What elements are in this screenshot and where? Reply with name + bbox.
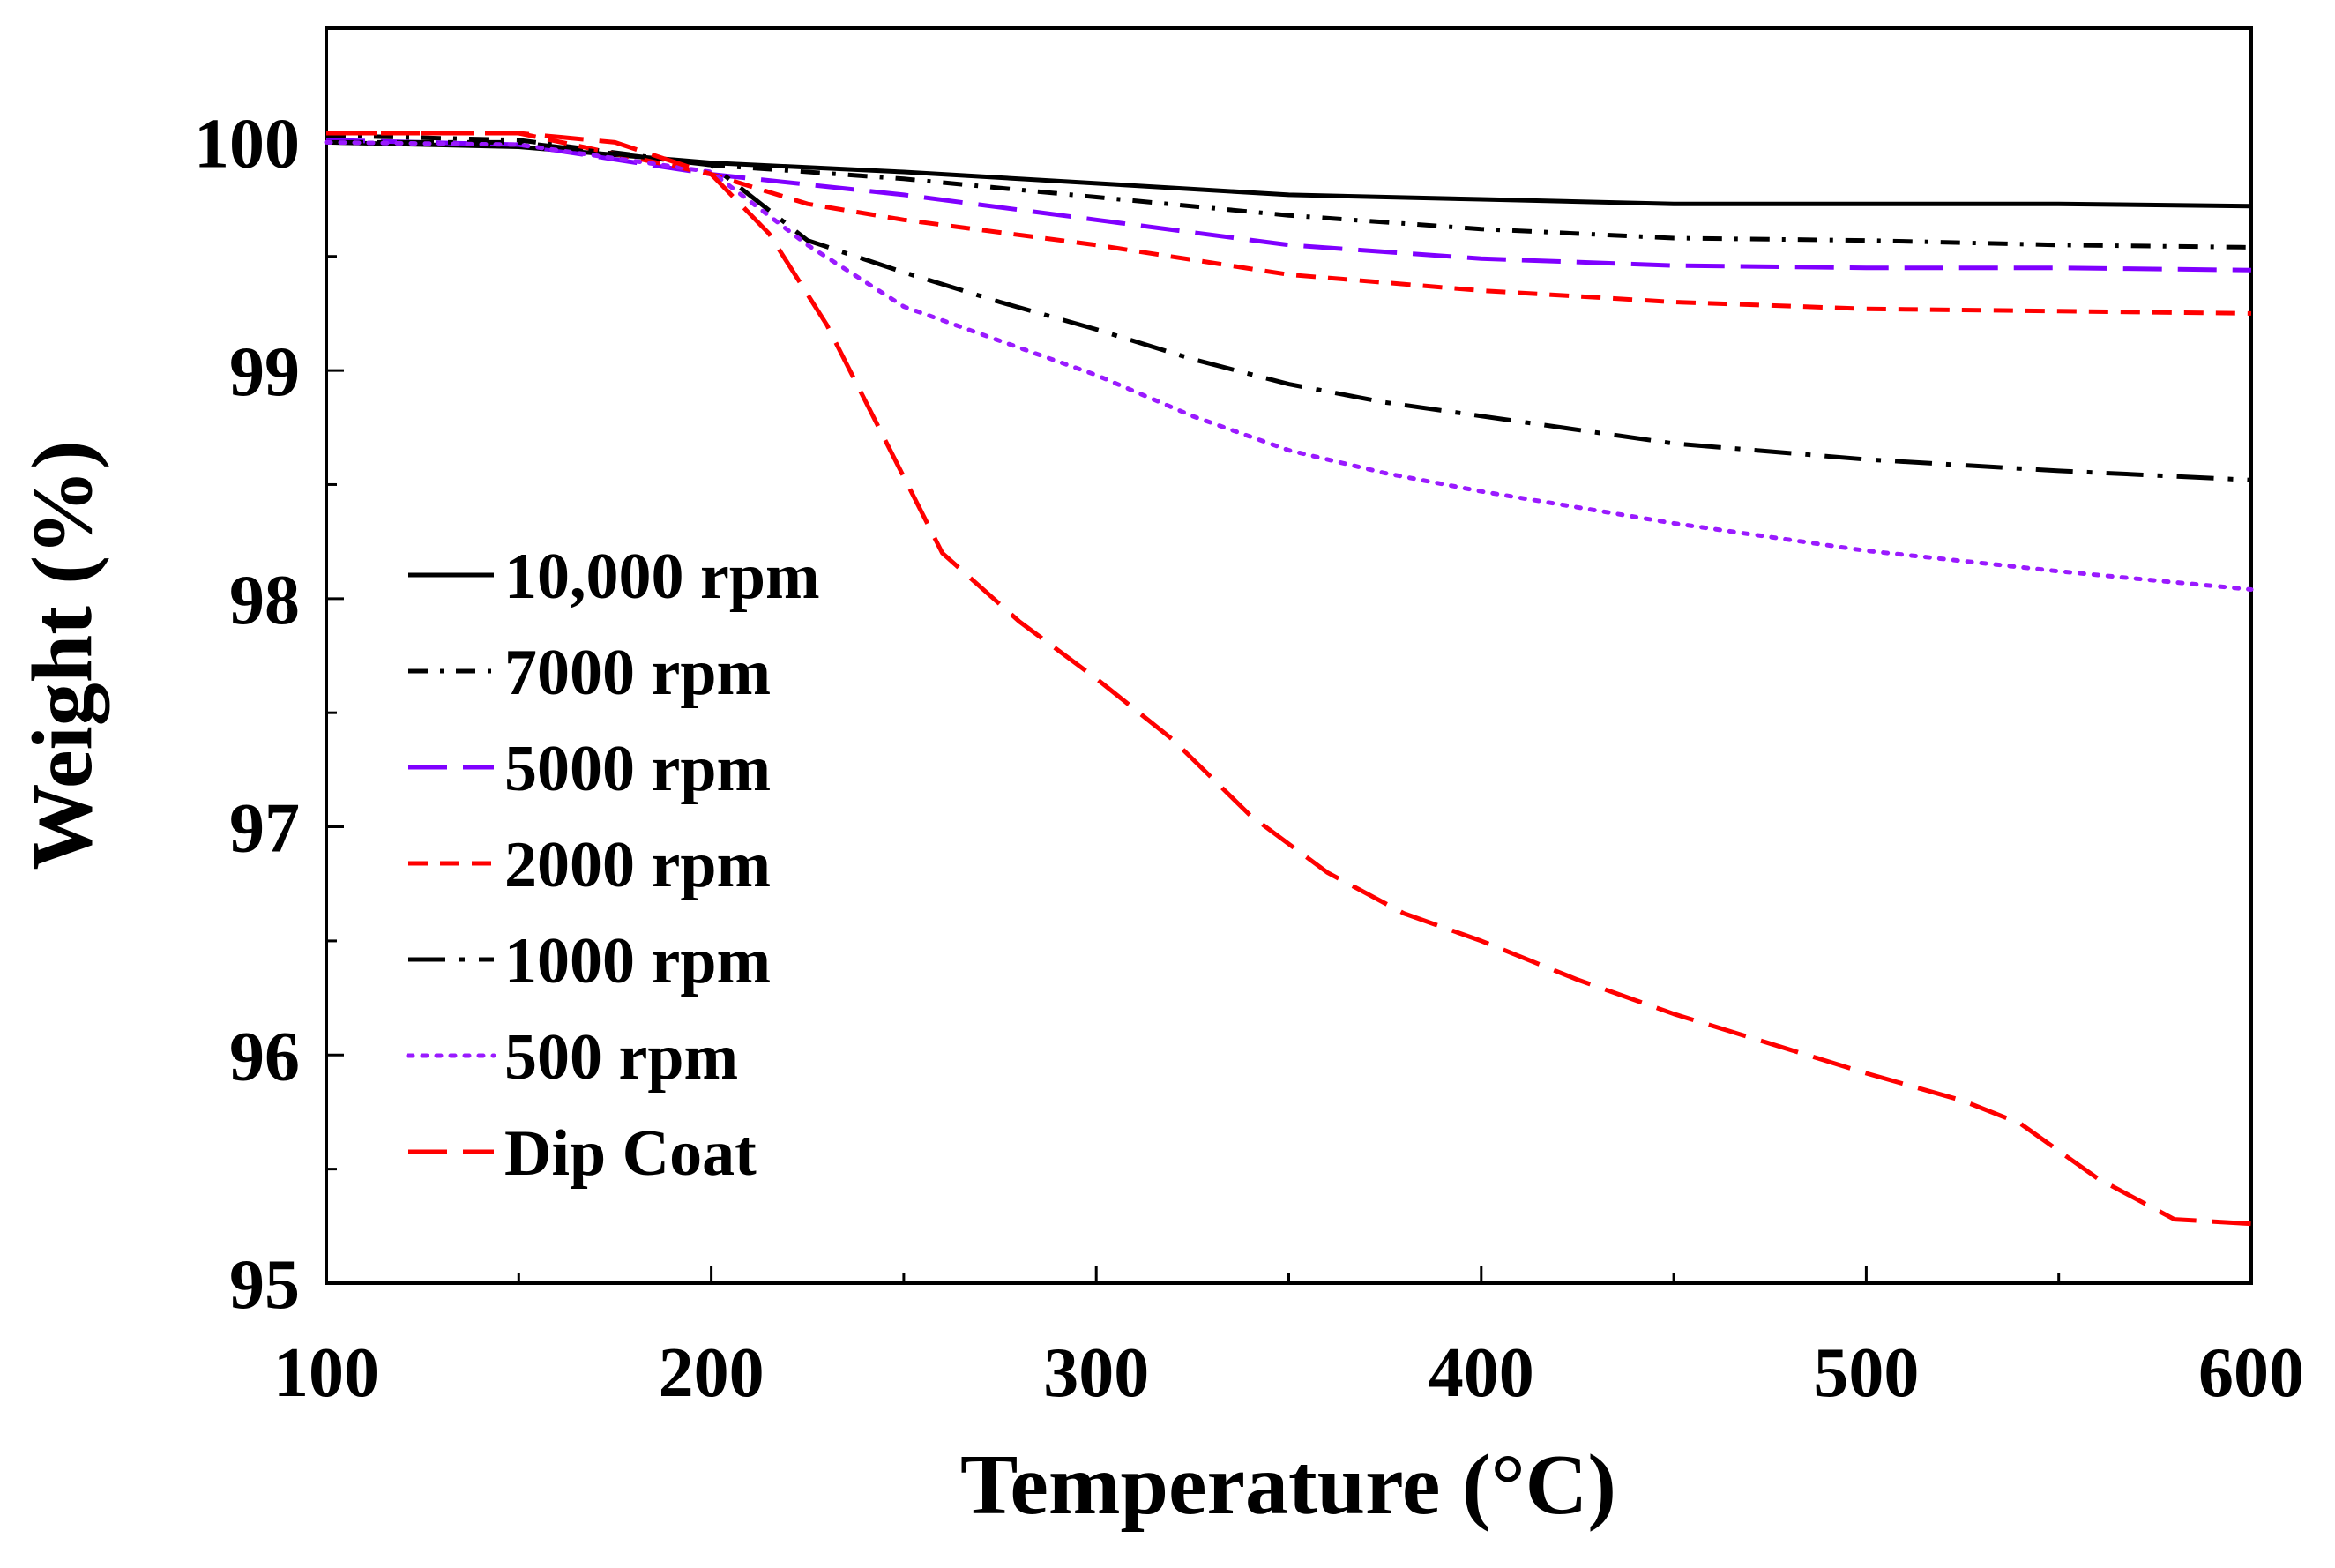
series-lines	[324, 131, 2254, 1227]
series-line-5000-rpm	[325, 138, 2252, 273]
x-tick-label: 500	[1813, 1334, 1919, 1412]
y-axis-ticks: 95 96 97 98 99 100	[194, 105, 344, 1324]
series-line-500-rpm	[324, 139, 2254, 592]
series-line-7000-rpm	[325, 133, 2252, 250]
legend-label: 500 rpm	[504, 1021, 738, 1094]
legend-label: 2000 rpm	[504, 829, 771, 901]
series-line-1000-rpm	[326, 139, 2252, 482]
y-tick-label: 96	[229, 1018, 300, 1095]
series-line-dip-coat	[326, 131, 2252, 1227]
x-tick-label: 100	[273, 1334, 379, 1412]
x-tick-label: 400	[1429, 1334, 1534, 1412]
x-axis-ticks: 100 200 300 400 500 600	[273, 1266, 2304, 1412]
y-axis-title: Weight (%)	[15, 440, 110, 870]
y-tick-label: 99	[229, 333, 300, 411]
legend-label: 5000 rpm	[504, 733, 771, 805]
y-tick-label: 98	[229, 562, 300, 639]
y-tick-label: 100	[194, 105, 300, 183]
x-axis-title: Temperature (°C)	[960, 1437, 1616, 1533]
y-tick-label: 95	[229, 1246, 300, 1324]
x-tick-label: 200	[659, 1334, 765, 1412]
x-tick-label: 600	[2198, 1334, 2304, 1412]
y-tick-label: 97	[229, 790, 300, 868]
series-line-10-000-rpm	[325, 139, 2252, 209]
legend-label: Dip Coat	[504, 1117, 757, 1190]
legend-label: 1000 rpm	[504, 925, 771, 997]
legend: 10,000 rpm 7000 rpm 5000 rpm 2000 rpm 1000 r…	[406, 541, 820, 1190]
legend-label: 10,000 rpm	[504, 541, 820, 613]
legend-label: 7000 rpm	[504, 637, 771, 709]
x-tick-label: 300	[1043, 1334, 1149, 1412]
